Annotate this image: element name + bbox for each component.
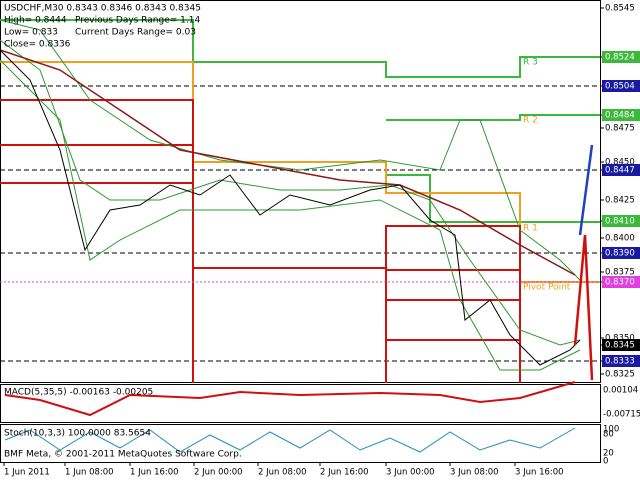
stoch-axis: 20 [603,449,614,459]
price-box [602,80,640,92]
price-box [602,339,640,351]
low: Low= 0.833 [4,28,58,38]
pivot-point: Pivot Point [523,283,571,293]
price-label: 0.8484 [605,111,635,121]
time-label: 1 Jun 08:00 [65,468,114,478]
price-label: 0.8545 [605,4,635,14]
frames [0,0,601,463]
stoch-axis: 0 [603,457,608,467]
macd-axis: 0.00104 [603,386,638,396]
r2: R 2 [523,116,538,126]
price-label: 0.8504 [605,82,635,92]
price-label: 0.8450 [605,158,635,168]
price-box [602,109,640,121]
price-label: 0.8345 [605,341,635,351]
price-label: 0.8400 [605,234,635,244]
close: Close= 0.8336 [4,40,71,50]
price-box [602,276,640,288]
price-box [602,51,640,63]
price-box [602,215,640,227]
stoch-axis: 100 [603,425,619,435]
price-label: 0.8475 [605,124,635,134]
price-box [602,355,640,367]
time-label: 2 Jun 00:00 [194,468,243,478]
price-label: 0.8370 [605,278,635,288]
price-label: 0.8425 [605,196,635,206]
header: USDCHF,M30 0.8343 0.8346 0.8343 0.8345 H… [4,4,201,50]
stoch-label: Stoch(10,3,3) 100.0000 83.5654 [4,429,151,439]
time-label: 1 Jun 2011 [4,468,50,478]
price-box [602,164,640,176]
price-label: 0.8447 [605,166,635,176]
price-label: 0.8350 [605,334,635,344]
price-label: 0.8524 [605,53,635,63]
time-label: 2 Jun 08:00 [258,468,307,478]
time-label: 3 Jun 00:00 [386,468,435,478]
time-label: 3 Jun 16:00 [515,468,564,478]
high: High= 0.8444 [4,16,67,26]
price-label: 0.8325 [605,370,635,380]
price-label: 0.8410 [605,217,635,227]
time-label: 3 Jun 08:00 [450,468,499,478]
axes: 0.85450.85240.85040.84840.84750.84500.84… [3,4,640,478]
price-label: 0.8375 [605,268,635,278]
prev-range: Previous Days Range= 1.14 [75,16,200,26]
symbol: USDCHF,M30 0.8343 0.8346 0.8343 0.8345 [4,4,201,14]
time-label: 1 Jun 16:00 [130,468,179,478]
indicators [0,19,594,453]
price-label: 0.8333 [605,357,635,367]
stoch-axis: 80 [603,430,614,440]
price-box [602,247,640,259]
price-label: 0.8390 [605,249,635,259]
macd-label: MACD(5,35,5) -0.00163 -0.00205 [4,388,153,398]
pivots [0,19,600,383]
time-label: 2 Jun 16:00 [320,468,369,478]
copyright: BMF Meta, © 2001-2011 MetaQuotes Softwar… [4,450,242,460]
r3: R 3 [523,58,538,68]
cur-range: Current Days Range= 0.03 [75,28,196,38]
r1: R 1 [523,224,538,234]
macd-axis: -0.00715 [603,410,640,420]
